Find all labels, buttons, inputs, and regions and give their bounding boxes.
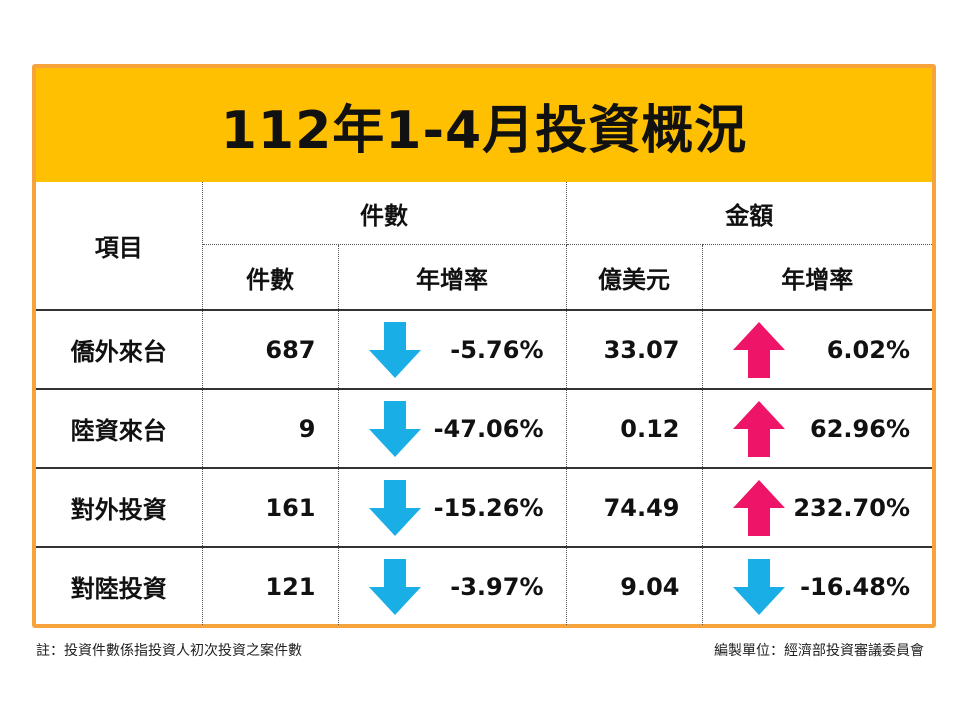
row-amount-rate: 62.96% — [810, 414, 910, 443]
row-count: 121 — [202, 547, 339, 625]
header-amount: 億美元 — [566, 244, 703, 311]
table-row: 對陸投資 121 -3.97% 9.04 -16.48% — [36, 547, 932, 625]
row-amount-rate-cell: 232.70% — [702, 468, 932, 548]
arrow-up-icon — [732, 479, 785, 536]
row-count-rate: -3.97% — [450, 572, 544, 601]
row-count-rate-cell: -47.06% — [338, 389, 567, 469]
header-amount-rate: 年增率 — [702, 244, 932, 311]
arrow-up-icon — [732, 400, 785, 457]
arrow-up-icon — [732, 321, 785, 378]
title-bar: 112年1-4月投資概況 — [36, 68, 932, 182]
investment-table: 項目 件數 金額 件數 年增率 億美元 年增率 僑外來台 687 -5.76% … — [36, 182, 932, 625]
row-count-rate: -47.06% — [433, 414, 544, 443]
row-count-rate-cell: -3.97% — [338, 547, 567, 625]
row-amount-rate: 232.70% — [793, 493, 910, 522]
row-count: 161 — [202, 468, 339, 548]
row-name: 對陸投資 — [36, 547, 203, 625]
row-count-rate: -5.76% — [450, 335, 544, 364]
row-amount-rate: 6.02% — [826, 335, 910, 364]
header-count: 件數 — [202, 244, 339, 311]
row-amount-rate-cell: -16.48% — [702, 547, 932, 625]
row-count-rate: -15.26% — [433, 493, 544, 522]
row-amount: 0.12 — [566, 389, 703, 469]
row-name: 陸資來台 — [36, 389, 203, 469]
page-title: 112年1-4月投資概況 — [220, 100, 748, 161]
arrow-down-icon — [732, 558, 785, 615]
arrow-down-icon — [368, 479, 421, 536]
row-count-rate-cell: -15.26% — [338, 468, 567, 548]
row-amount-rate: -16.48% — [800, 572, 910, 601]
header-group-amount: 金額 — [566, 182, 932, 245]
row-count: 9 — [202, 389, 339, 469]
row-name: 對外投資 — [36, 468, 203, 548]
row-amount-rate-cell: 62.96% — [702, 389, 932, 469]
row-amount: 74.49 — [566, 468, 703, 548]
compiled-by: 編製單位：經濟部投資審議委員會 — [714, 643, 924, 659]
summary-card: 112年1-4月投資概況 項目 件數 金額 件數 年增率 億美元 年增率 僑外來… — [32, 64, 936, 628]
row-name: 僑外來台 — [36, 310, 203, 390]
row-count: 687 — [202, 310, 339, 390]
header-group-count: 件數 — [202, 182, 567, 245]
row-count-rate-cell: -5.76% — [338, 310, 567, 390]
row-amount: 9.04 — [566, 547, 703, 625]
row-amount-rate-cell: 6.02% — [702, 310, 932, 390]
footnote: 註：投資件數係指投資人初次投資之案件數 — [36, 643, 302, 659]
table-row: 對外投資 161 -15.26% 74.49 232.70% — [36, 468, 932, 548]
header-count-rate: 年增率 — [338, 244, 567, 311]
arrow-down-icon — [368, 558, 421, 615]
header-item: 項目 — [36, 182, 203, 311]
arrow-down-icon — [368, 400, 421, 457]
table-row: 陸資來台 9 -47.06% 0.12 62.96% — [36, 389, 932, 469]
row-amount: 33.07 — [566, 310, 703, 390]
table-row: 僑外來台 687 -5.76% 33.07 6.02% — [36, 310, 932, 390]
arrow-down-icon — [368, 321, 421, 378]
